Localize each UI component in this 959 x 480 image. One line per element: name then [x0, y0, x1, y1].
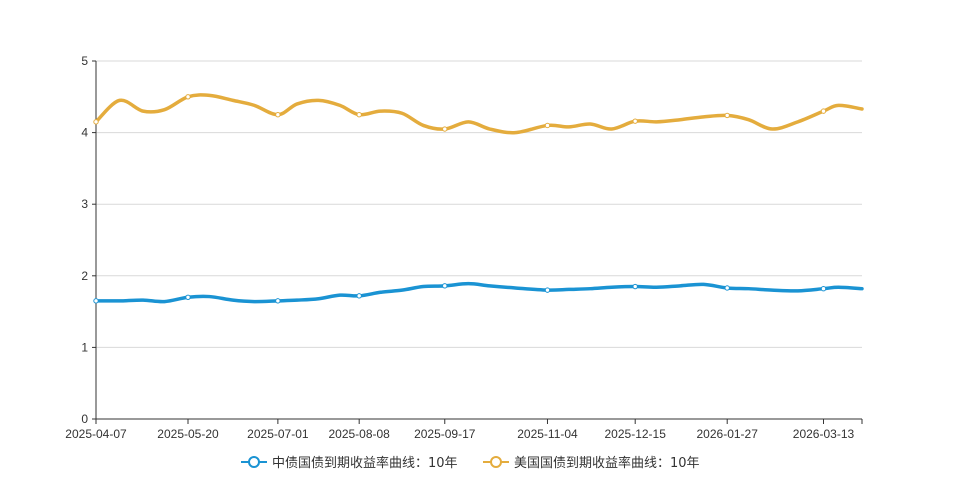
grid-layer	[96, 60, 862, 348]
data-point[interactable]	[632, 118, 638, 124]
data-point[interactable]	[632, 283, 638, 290]
x-tick-label: 2025-12-15	[605, 427, 667, 441]
y-tick-label: 0	[81, 412, 88, 426]
data-point[interactable]	[356, 293, 362, 299]
y-tick-label: 2	[81, 269, 88, 283]
series-line-1[interactable]	[94, 281, 864, 304]
data-point[interactable]	[185, 94, 191, 100]
data-point[interactable]	[724, 112, 730, 119]
data-point[interactable]	[93, 119, 99, 125]
series-line-2[interactable]	[94, 93, 864, 135]
data-point[interactable]	[275, 298, 281, 304]
legend[interactable]: 中债国债到期收益率曲线：10年 美国国债到期收益率曲线：10年	[241, 455, 700, 471]
y-tick-label: 3	[81, 197, 88, 211]
data-point[interactable]	[442, 283, 448, 289]
series-layer	[93, 93, 864, 304]
x-tick-label: 2025-07-01	[247, 427, 309, 441]
data-point[interactable]	[356, 112, 362, 118]
axis-layer: 0 1 2 3 4 5 2025-04-07 2025-05-20 2025-07-01 2025…	[65, 54, 863, 441]
legend-item-2[interactable]: 美国国债到期收益率曲线：10年	[483, 455, 700, 471]
data-point[interactable]	[442, 126, 448, 132]
x-tick-label: 2026-01-27	[697, 427, 759, 441]
y-tick-label: 5	[81, 54, 88, 68]
data-point[interactable]	[820, 285, 827, 292]
x-tick-label: 2025-09-17	[414, 427, 476, 441]
data-point[interactable]	[93, 298, 99, 304]
legend-label: 中债国债到期收益率曲线：10年	[272, 455, 458, 471]
x-tick-label: 2025-11-04	[517, 427, 578, 441]
x-tick-label: 2026-03-13	[793, 427, 855, 441]
legend-label: 美国国债到期收益率曲线：10年	[514, 455, 700, 471]
data-point[interactable]	[544, 287, 551, 293]
legend-circle-icon	[248, 456, 260, 468]
y-tick-label: 1	[81, 340, 88, 354]
data-point[interactable]	[185, 294, 191, 300]
x-tick-label: 2025-04-07	[65, 427, 127, 441]
data-point[interactable]	[820, 108, 827, 114]
data-point[interactable]	[724, 285, 730, 291]
legend-circle-icon	[490, 456, 502, 468]
legend-item-1[interactable]: 中债国债到期收益率曲线：10年	[241, 455, 458, 471]
x-tick-label: 2025-05-20	[157, 427, 219, 441]
data-point[interactable]	[275, 112, 281, 118]
x-tick-label: 2025-08-08	[328, 427, 390, 441]
y-tick-label: 4	[81, 126, 88, 140]
data-point[interactable]	[544, 122, 551, 129]
